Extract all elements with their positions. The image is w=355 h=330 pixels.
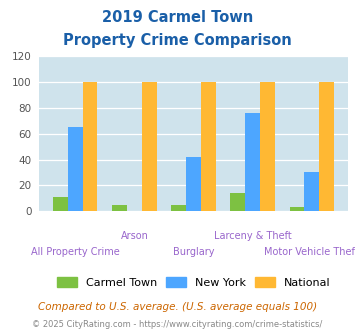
Bar [83, 82, 97, 211]
Legend: Carmel Town, New York, National: Carmel Town, New York, National [53, 273, 334, 292]
Bar [245, 113, 260, 211]
Bar [53, 197, 68, 211]
Text: © 2025 CityRating.com - https://www.cityrating.com/crime-statistics/: © 2025 CityRating.com - https://www.city… [32, 320, 323, 329]
Text: Arson: Arson [120, 231, 148, 241]
Bar [142, 82, 157, 211]
Bar [304, 172, 319, 211]
Bar [68, 127, 83, 211]
Text: Motor Vehicle Theft: Motor Vehicle Theft [264, 247, 355, 257]
Text: Burglary: Burglary [173, 247, 214, 257]
Bar [171, 205, 186, 211]
Bar [290, 207, 304, 211]
Bar [319, 82, 334, 211]
Bar [230, 193, 245, 211]
Bar [260, 82, 275, 211]
Bar [201, 82, 215, 211]
Text: Compared to U.S. average. (U.S. average equals 100): Compared to U.S. average. (U.S. average … [38, 302, 317, 312]
Text: 2019 Carmel Town: 2019 Carmel Town [102, 10, 253, 25]
Bar [112, 205, 127, 211]
Bar [186, 157, 201, 211]
Text: Property Crime Comparison: Property Crime Comparison [63, 33, 292, 48]
Text: All Property Crime: All Property Crime [31, 247, 120, 257]
Text: Larceny & Theft: Larceny & Theft [214, 231, 291, 241]
